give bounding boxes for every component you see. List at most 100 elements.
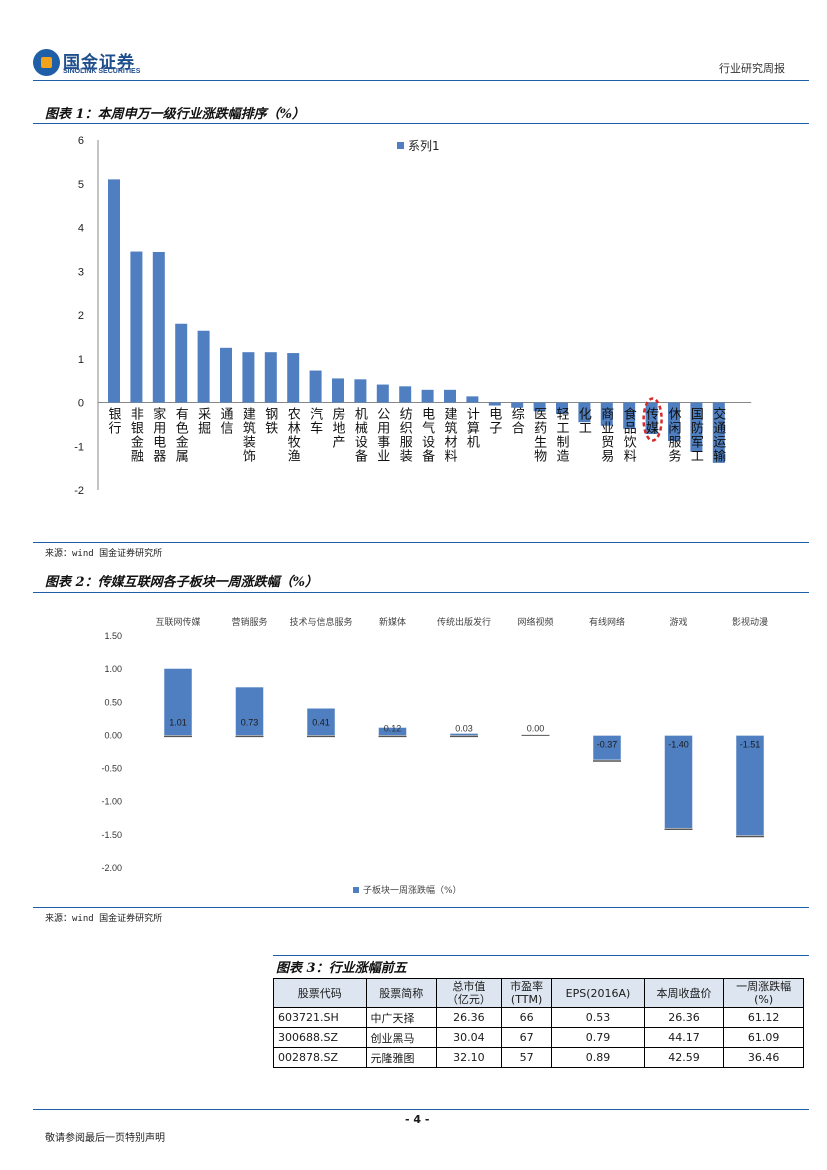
figure3-top-rule: [273, 955, 809, 956]
category-label-char: 子: [489, 422, 502, 437]
category-label-char: 计: [467, 408, 480, 423]
y-tick-label: 1: [78, 354, 84, 366]
bar: [668, 402, 680, 441]
y-tick-label: 0.00: [104, 730, 122, 740]
value-label: -0.37: [597, 739, 618, 749]
bar: [444, 389, 456, 403]
table-cell: 26.36: [643, 1007, 725, 1028]
category-label: 游戏: [669, 616, 687, 628]
category-label: 互联网传媒: [155, 616, 200, 628]
y-tick-label: 0.50: [104, 697, 122, 707]
category-label-char: 生: [534, 436, 547, 451]
y-tick-label: -0.50: [101, 764, 122, 774]
category-label-char: 汽: [310, 408, 323, 423]
category-label-char: 公: [377, 408, 390, 423]
bar: [306, 708, 336, 736]
value-label: 0.41: [312, 717, 330, 727]
table-cell: 61.09: [723, 1027, 804, 1048]
category-label-char: 电: [422, 408, 435, 423]
category-label-char: 合: [512, 422, 525, 437]
category-label-char: 物: [534, 450, 547, 465]
category-label-char: 建: [243, 408, 256, 423]
bar: [449, 733, 479, 736]
bar: [690, 402, 703, 452]
category-label-char: 食: [624, 407, 637, 423]
bar: [197, 330, 210, 403]
legend-label: 系列1: [408, 139, 440, 153]
category-label-char: 传: [646, 408, 659, 423]
category-label-char: 银: [131, 422, 144, 437]
category-label-char: 渔: [288, 450, 301, 465]
category-label-char: 电: [489, 408, 502, 423]
bar: [735, 735, 765, 836]
bar: [378, 727, 407, 736]
bar: [578, 402, 591, 423]
category-label-char: 林: [288, 422, 301, 437]
category-label: 网络视频: [517, 616, 553, 628]
category-label-char: 纺: [400, 408, 413, 423]
bar: [354, 379, 367, 403]
value-label: 0.12: [384, 723, 402, 733]
category-label-char: 有: [176, 408, 189, 423]
category-label-char: 备: [422, 449, 435, 465]
bar: [264, 352, 277, 403]
category-label-char: 医: [534, 408, 547, 423]
category-label-char: 色: [176, 421, 189, 437]
category-label: 有线网络: [589, 616, 625, 628]
category-label-char: 业: [601, 422, 614, 437]
y-tick-label: -1: [74, 441, 84, 453]
category-label-char: 材: [444, 436, 457, 451]
bar: [220, 347, 232, 403]
y-tick-label: 6: [78, 135, 84, 147]
bar: [287, 353, 300, 403]
bar: [152, 252, 165, 403]
column-header: 市盈率 (TTM): [500, 978, 553, 1008]
column-header: 股票代码: [273, 978, 367, 1008]
category-label-char: 设: [355, 436, 368, 451]
category-label-char: 料: [624, 450, 637, 465]
y-tick-label: 5: [78, 179, 84, 191]
y-tick-label: 3: [78, 266, 84, 278]
bar: [533, 402, 546, 412]
table-row: 002878.SZ 元隆雅图 32.10 57 0.89 42.59 36.46: [273, 1047, 804, 1068]
table-cell: 中广天择: [365, 1007, 437, 1028]
y-tick-label: 4: [78, 223, 84, 235]
y-tick-label: 2: [78, 310, 84, 322]
category-label-char: 务: [668, 449, 681, 465]
column-header: EPS(2016A): [551, 978, 645, 1008]
figure2-source: 来源：wind 国金证券研究所: [45, 914, 163, 924]
bar: [399, 386, 412, 403]
category-label-char: 工: [556, 422, 569, 437]
value-label: 0.00: [527, 723, 545, 733]
table-cell: 0.79: [551, 1027, 645, 1048]
category-label-char: 交: [713, 407, 726, 423]
bar: [466, 396, 479, 403]
table-cell: 创业黑马: [365, 1027, 437, 1048]
category-label: 新媒体: [379, 616, 406, 628]
category-label-char: 贸: [601, 436, 614, 451]
logo-mark: [33, 49, 60, 76]
bar: [108, 179, 120, 403]
bar: [623, 402, 636, 429]
category-label-char: 化: [579, 408, 592, 423]
y-tick-label: -2.00: [101, 863, 122, 873]
bar: [235, 686, 264, 736]
category-label-char: 农: [288, 408, 301, 423]
figure1-source: 来源：wind 国金证券研究所: [45, 549, 163, 559]
category-label-char: 非: [131, 408, 144, 423]
category-label-char: 电: [153, 436, 166, 451]
category-label-char: 采: [198, 408, 211, 423]
figure1-bottom-rule: [33, 542, 809, 543]
category-label-char: 料: [444, 450, 457, 465]
category-label-char: 休: [668, 408, 681, 423]
doc-type: 行业研究周报: [719, 62, 785, 75]
value-label: 0.73: [241, 717, 259, 727]
bar: [332, 378, 344, 403]
table-cell: 36.46: [723, 1047, 804, 1068]
bar: [163, 668, 193, 736]
category-label-char: 建: [444, 408, 457, 423]
y-tick-label: 1.50: [104, 631, 122, 641]
figure2-title: 图表 2：传媒互联网各子板块一周涨跌幅（%）: [45, 575, 318, 590]
category-label-char: 信: [220, 422, 233, 437]
category-label-char: 综: [512, 408, 525, 423]
